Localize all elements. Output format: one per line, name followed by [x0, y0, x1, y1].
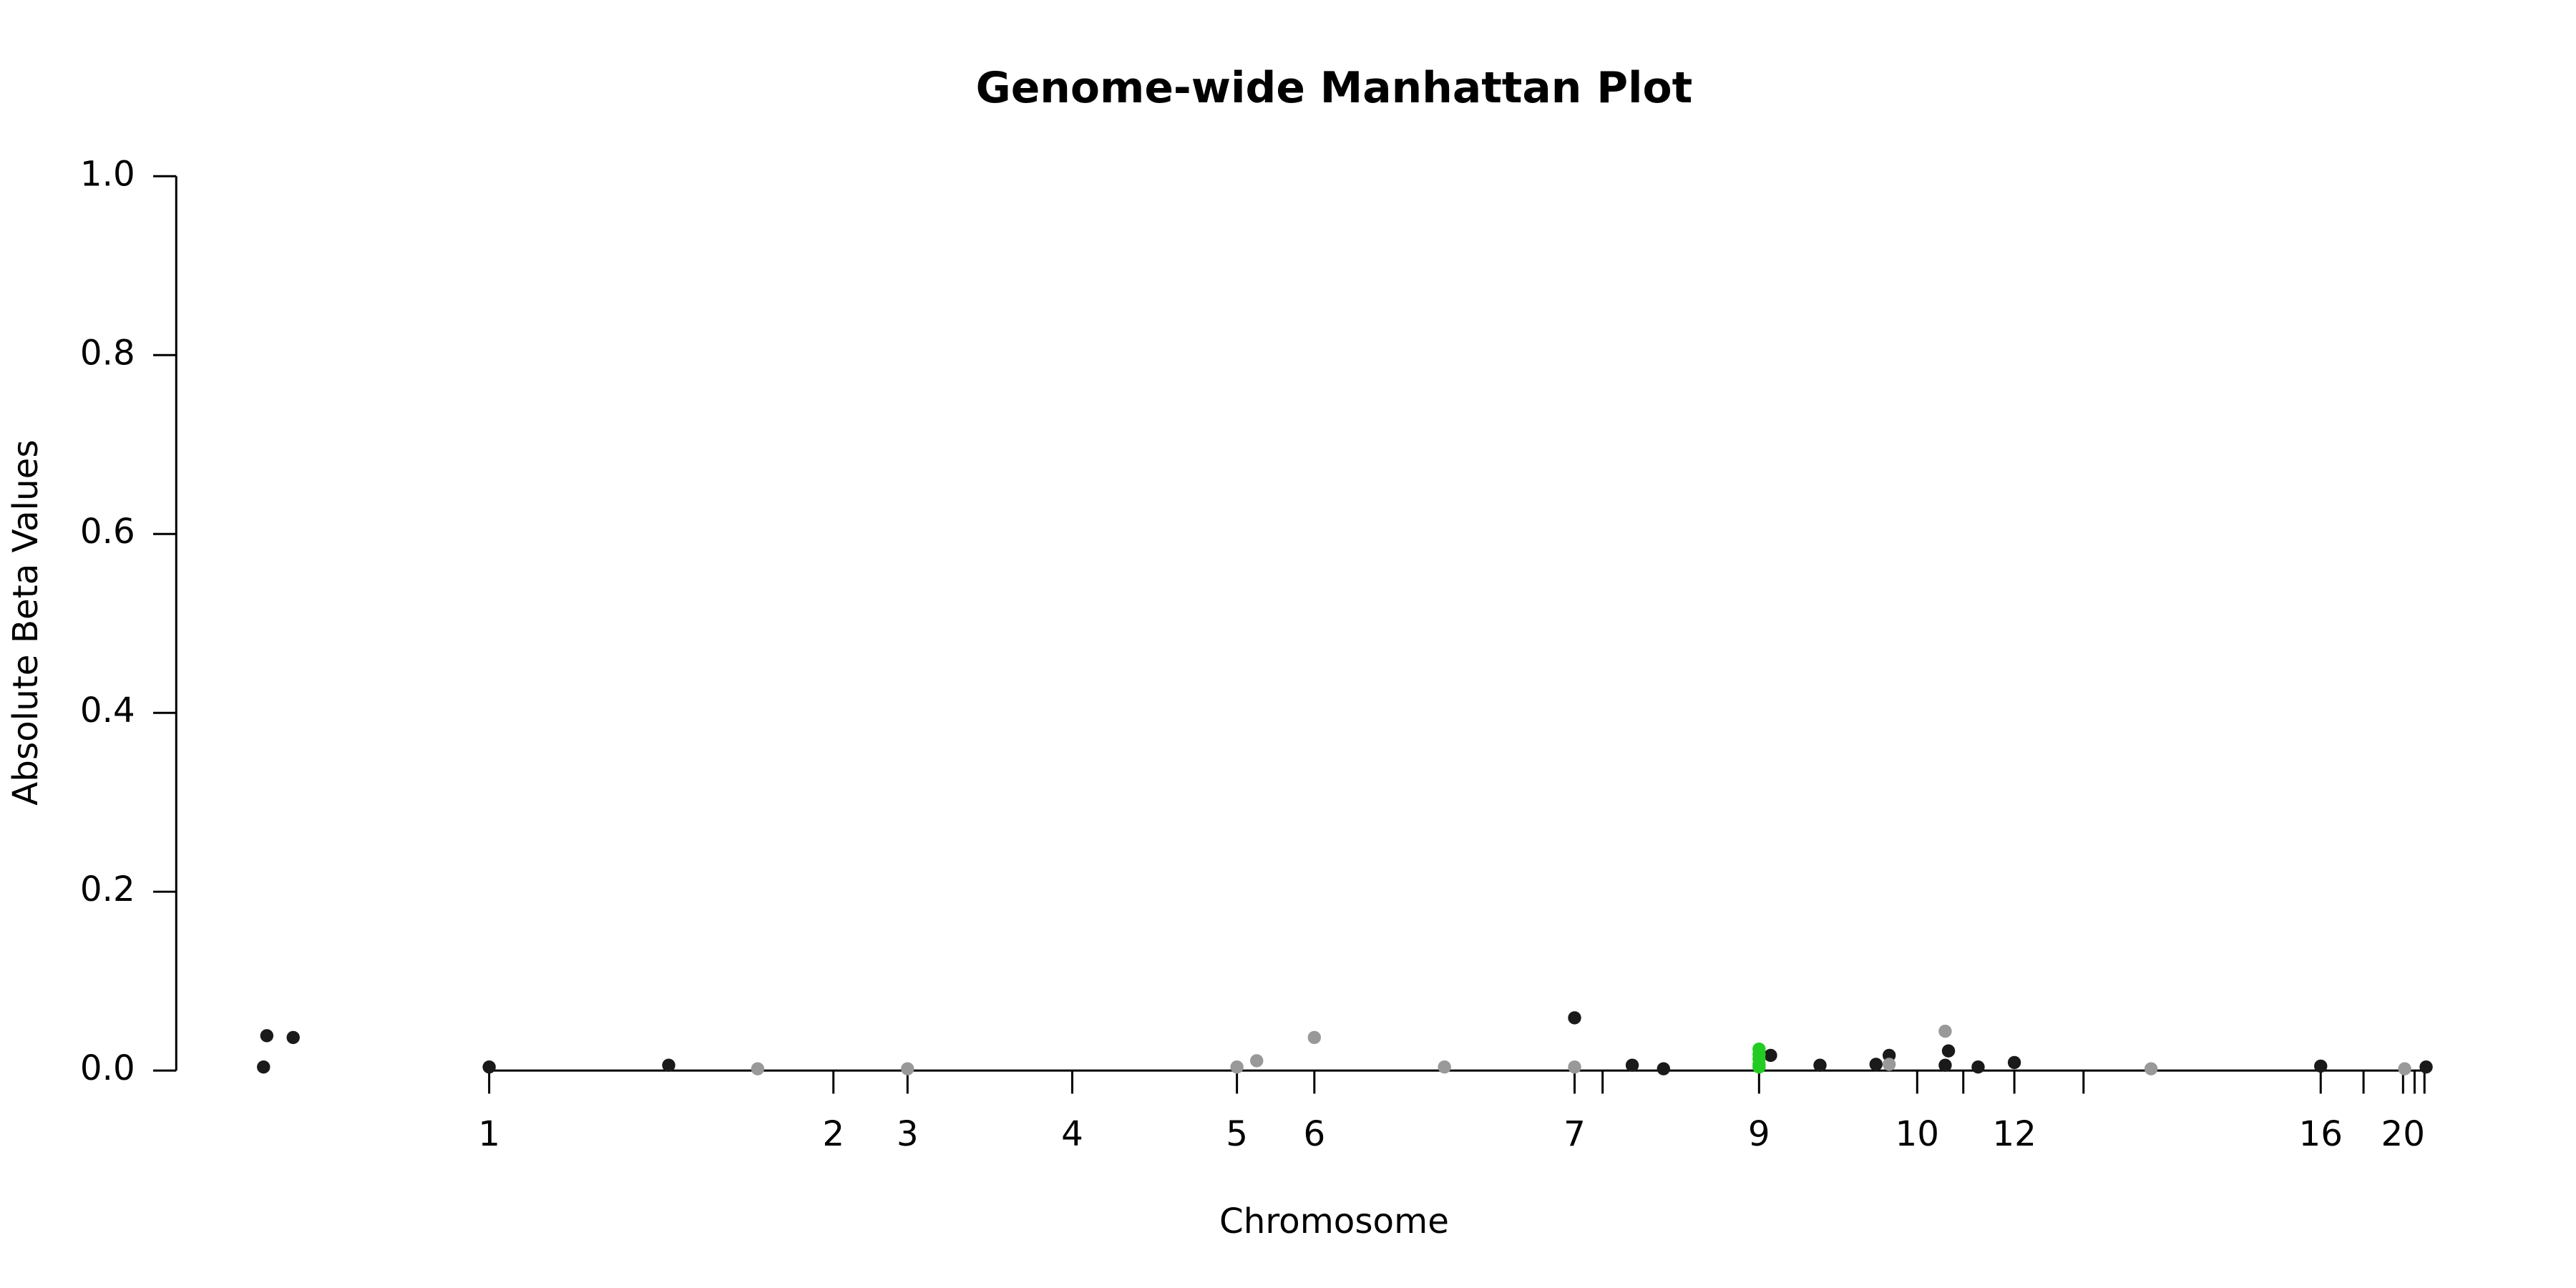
x-tick-label: 2 [822, 1114, 844, 1154]
x-tick-label: 9 [1748, 1114, 1770, 1154]
point [751, 1062, 765, 1075]
point [2398, 1062, 2411, 1075]
x-tick-label: 5 [1226, 1114, 1248, 1154]
y-tick-label: 0.0 [80, 1048, 135, 1088]
y-tick-label: 1.0 [80, 154, 135, 194]
chart-title: Genome-wide Manhattan Plot [976, 63, 1693, 113]
point [1938, 1058, 1952, 1072]
point [260, 1029, 274, 1043]
point [1938, 1024, 1952, 1038]
point [662, 1058, 675, 1072]
x-tick-label: 3 [897, 1114, 919, 1154]
x-tick-label: 1 [478, 1114, 500, 1154]
x-tick-label: 10 [1896, 1114, 1940, 1154]
point [2144, 1062, 2158, 1075]
point [1230, 1060, 1244, 1074]
point [2314, 1059, 2328, 1073]
y-tick-label: 0.4 [80, 691, 135, 731]
point [1882, 1058, 1896, 1071]
point [1752, 1060, 1766, 1074]
y-tick-label: 0.8 [80, 333, 135, 373]
point [1869, 1058, 1883, 1071]
x-tick-label: 6 [1303, 1114, 1325, 1154]
point [1438, 1060, 1451, 1074]
x-tick-label: 16 [2298, 1114, 2343, 1154]
y-axis-label: Absolute Beta Values [6, 439, 46, 805]
y-tick-label: 0.2 [80, 869, 135, 909]
point [482, 1060, 496, 1074]
point [1971, 1060, 1985, 1074]
point [1568, 1011, 1581, 1025]
point [257, 1060, 270, 1074]
point [1764, 1048, 1777, 1063]
x-tick-label: 12 [1992, 1114, 2036, 1154]
x-axis-label: Chromosome [1219, 1201, 1449, 1241]
point [1568, 1060, 1581, 1074]
point [1625, 1058, 1639, 1072]
point [1813, 1058, 1827, 1072]
point [286, 1030, 300, 1045]
point [1657, 1062, 1671, 1075]
point [2007, 1055, 2021, 1070]
x-tick-label: 7 [1563, 1114, 1586, 1154]
point [1250, 1054, 1264, 1068]
x-tick-label: 4 [1061, 1114, 1083, 1154]
point [1941, 1044, 1956, 1058]
x-tick-label: 20 [2381, 1114, 2426, 1154]
point [1307, 1030, 1322, 1045]
point [2419, 1060, 2433, 1074]
y-tick-label: 0.6 [80, 512, 135, 552]
point [901, 1062, 914, 1075]
